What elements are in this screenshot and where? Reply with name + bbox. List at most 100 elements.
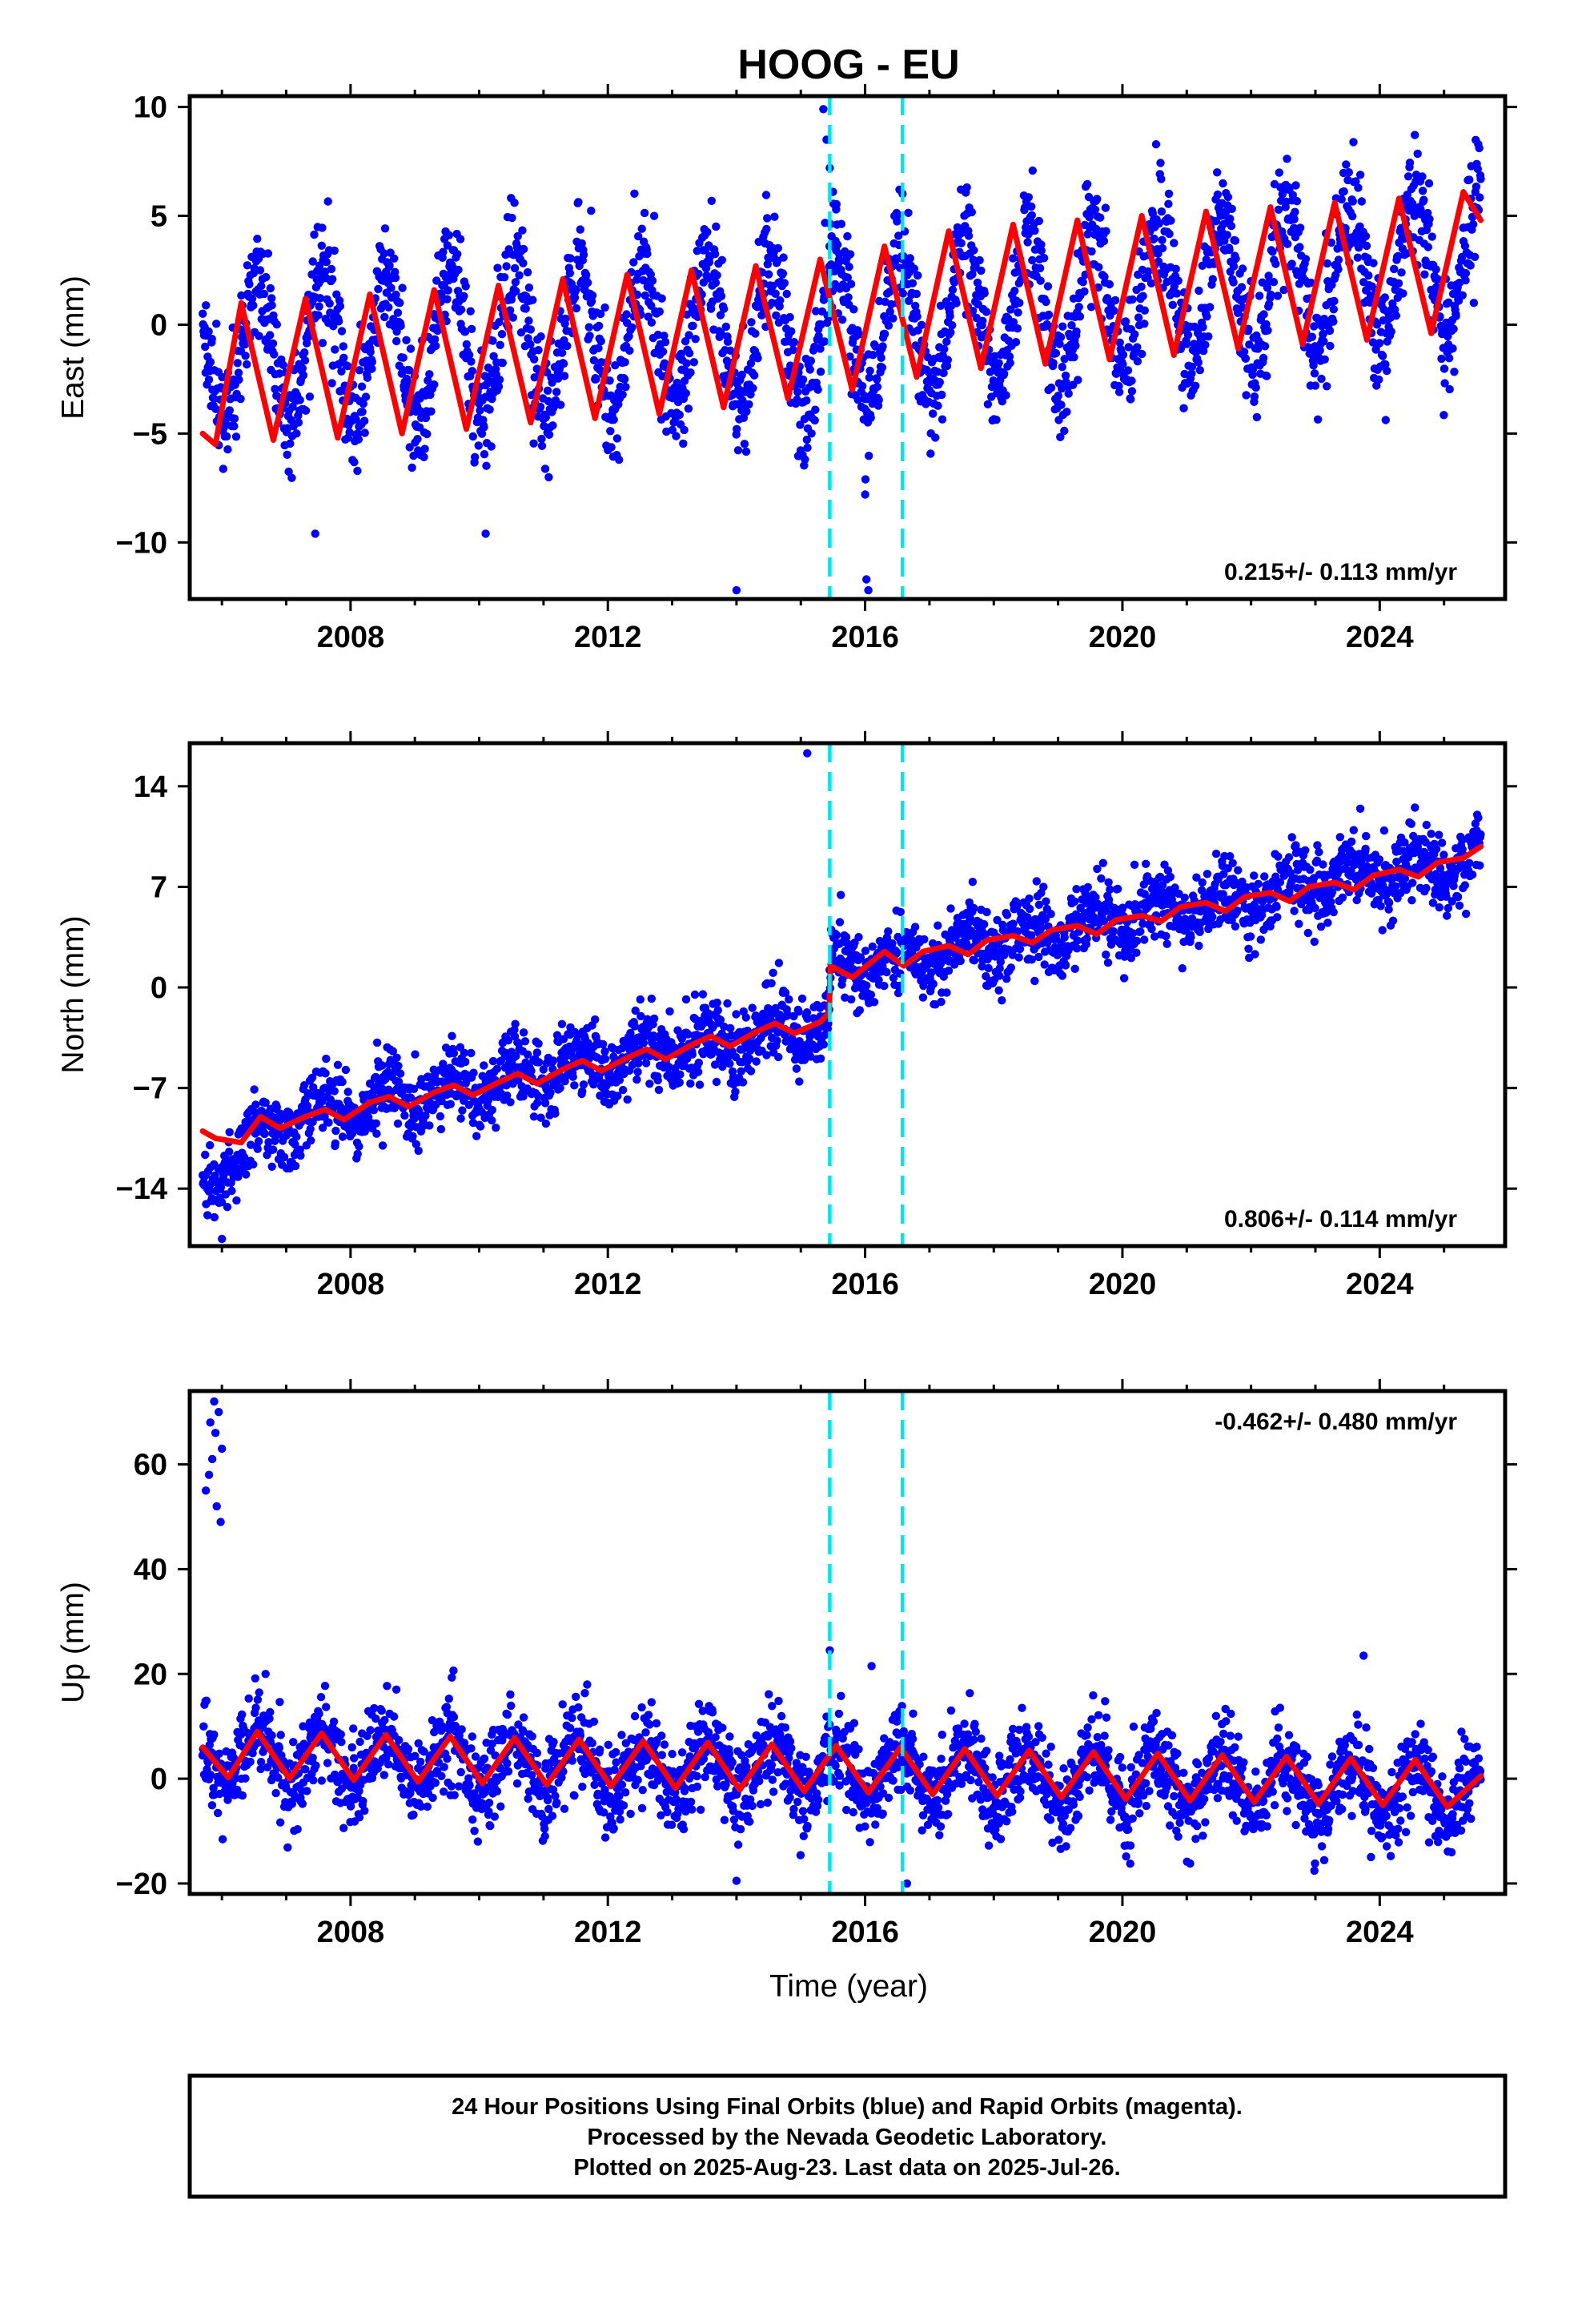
east-data-point bbox=[691, 335, 700, 344]
north-data-point bbox=[1178, 964, 1187, 973]
north-data-point bbox=[1284, 853, 1294, 862]
east-data-point bbox=[1164, 189, 1174, 199]
north-data-point bbox=[1168, 890, 1177, 899]
north-data-point bbox=[1291, 841, 1300, 850]
north-data-point bbox=[322, 1054, 331, 1063]
east-data-point bbox=[926, 449, 935, 458]
north-data-point bbox=[412, 1140, 420, 1149]
east-data-point bbox=[1255, 292, 1264, 300]
east-data-point bbox=[810, 416, 819, 425]
north-data-point bbox=[333, 1060, 343, 1070]
north-data-point bbox=[806, 1052, 815, 1061]
north-data-point bbox=[1203, 870, 1212, 879]
east-data-point bbox=[1391, 312, 1401, 320]
east-data-point bbox=[454, 265, 463, 275]
east-data-point bbox=[816, 344, 825, 353]
east-data-point bbox=[230, 414, 239, 423]
east-data-point bbox=[948, 321, 957, 330]
east-data-point bbox=[1473, 164, 1483, 174]
east-data-point bbox=[833, 240, 842, 249]
north-data-point bbox=[1313, 841, 1322, 850]
east-data-point bbox=[230, 422, 239, 431]
east-data-point bbox=[801, 455, 809, 464]
north-data-point bbox=[503, 1091, 512, 1100]
east-data-point bbox=[1259, 353, 1268, 363]
east-data-point bbox=[893, 211, 902, 219]
north-data-point bbox=[1219, 870, 1228, 879]
east-data-point bbox=[498, 358, 507, 368]
east-data-point bbox=[1449, 324, 1458, 333]
east-data-point bbox=[237, 291, 246, 300]
east-data-point bbox=[1128, 295, 1137, 304]
east-data-point bbox=[884, 321, 893, 330]
north-data-point bbox=[551, 1109, 560, 1118]
north-data-point bbox=[884, 927, 893, 936]
north-data-point bbox=[856, 953, 865, 962]
north-plot-area bbox=[199, 749, 1485, 1244]
east-data-point bbox=[1263, 326, 1272, 335]
north-data-point bbox=[519, 1028, 528, 1037]
east-data-point bbox=[1259, 310, 1268, 319]
east-data-point bbox=[629, 258, 638, 267]
north-data-point bbox=[324, 1118, 333, 1127]
north-data-point bbox=[716, 1015, 725, 1024]
north-data-point bbox=[253, 1144, 262, 1153]
east-data-point bbox=[1234, 308, 1243, 317]
east-data-point bbox=[1013, 324, 1022, 333]
east-data-point bbox=[1241, 354, 1251, 363]
east-data-point bbox=[363, 373, 372, 382]
east-data-point bbox=[318, 223, 327, 232]
north-data-point bbox=[653, 1076, 662, 1085]
east-data-point bbox=[658, 347, 668, 356]
east-data-point bbox=[1168, 300, 1178, 309]
east-data-point bbox=[461, 282, 470, 291]
east-data-point bbox=[1362, 241, 1371, 251]
east-data-point bbox=[1056, 332, 1066, 342]
east-data-point bbox=[689, 304, 698, 312]
north-data-point bbox=[203, 1211, 212, 1220]
north-data-point bbox=[1170, 883, 1179, 892]
east-data-point bbox=[609, 415, 618, 424]
east-data-point bbox=[1206, 303, 1215, 312]
east-data-point bbox=[462, 340, 471, 349]
east-data-point bbox=[480, 423, 488, 432]
east-data-point bbox=[374, 284, 383, 294]
east-data-point bbox=[315, 302, 323, 311]
east-data-point bbox=[468, 432, 477, 441]
east-data-point bbox=[337, 367, 346, 376]
north-data-point bbox=[623, 1095, 632, 1104]
east-data-point bbox=[1263, 283, 1272, 292]
east-data-point bbox=[1229, 262, 1239, 271]
north-data-point bbox=[1040, 960, 1049, 969]
east-data-point bbox=[1231, 254, 1240, 263]
east-data-point bbox=[1057, 400, 1066, 409]
north-data-point bbox=[268, 1145, 278, 1154]
east-data-point bbox=[1137, 282, 1146, 292]
east-data-point bbox=[1028, 255, 1037, 265]
east-data-point bbox=[315, 294, 325, 303]
north-data-point bbox=[488, 1056, 498, 1066]
east-data-point bbox=[854, 330, 864, 339]
north-data-point bbox=[654, 1085, 664, 1095]
north-data-point bbox=[1238, 877, 1247, 887]
east-data-point bbox=[300, 356, 310, 365]
north-data-point bbox=[1046, 910, 1055, 919]
north-data-point bbox=[1166, 872, 1175, 882]
north-data-point bbox=[341, 1065, 351, 1075]
east-data-point bbox=[999, 369, 1009, 378]
east-data-point bbox=[1039, 254, 1049, 263]
east-data-point bbox=[1291, 181, 1300, 190]
north-data-point bbox=[645, 1080, 654, 1088]
north-data-point bbox=[769, 968, 777, 978]
north-data-point bbox=[467, 1048, 476, 1058]
east-data-point bbox=[396, 321, 405, 331]
north-data-point bbox=[978, 962, 986, 971]
north-data-point bbox=[1254, 879, 1263, 889]
east-data-point bbox=[1465, 175, 1474, 184]
east-data-point bbox=[1157, 207, 1166, 216]
east-data-point bbox=[245, 279, 254, 289]
east-data-point bbox=[1138, 292, 1147, 300]
north-data-point bbox=[260, 1129, 269, 1139]
east-data-point bbox=[357, 382, 367, 391]
